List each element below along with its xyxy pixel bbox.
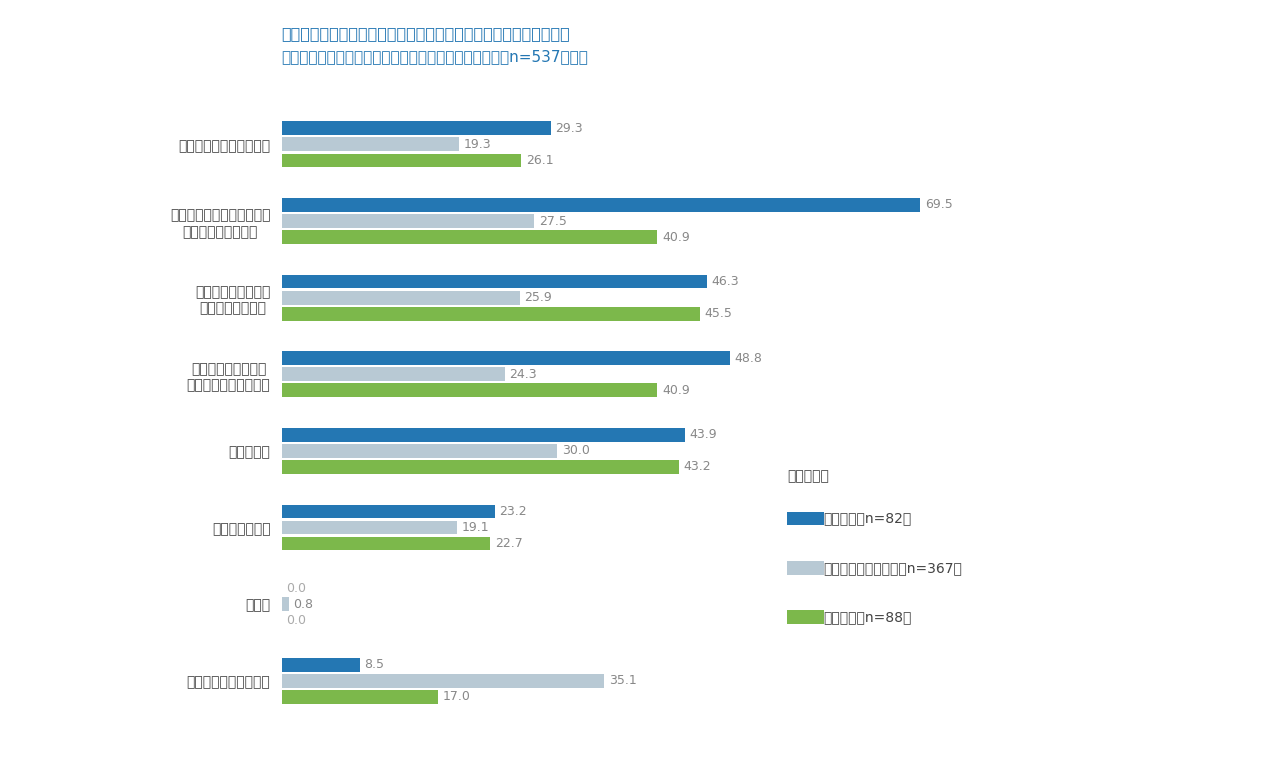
Bar	[282, 154, 521, 167]
Text: 24.3: 24.3	[509, 368, 538, 381]
Text: 69.5: 69.5	[925, 198, 952, 211]
Text: 46.3: 46.3	[712, 275, 740, 288]
Text: あてはまるものをすべてお選びください。（複数選択／n=537／％）: あてはまるものをすべてお選びください。（複数選択／n=537／％）	[282, 49, 589, 64]
Text: 下がった（n=88）: 下がった（n=88）	[823, 610, 911, 624]
Bar	[282, 351, 730, 365]
Text: 40.9: 40.9	[662, 231, 690, 244]
Text: 上がった（n=82）: 上がった（n=82）	[823, 512, 911, 525]
Text: 19.3: 19.3	[463, 138, 492, 151]
Bar	[282, 658, 360, 671]
Text: 26.1: 26.1	[526, 154, 554, 167]
Bar	[282, 138, 460, 151]
Text: 8.5: 8.5	[365, 658, 384, 671]
Bar	[282, 367, 504, 381]
Text: 48.8: 48.8	[735, 352, 763, 365]
Bar	[282, 597, 289, 611]
Bar	[282, 214, 534, 228]
Text: 25.9: 25.9	[525, 291, 552, 304]
Text: 40.9: 40.9	[662, 384, 690, 397]
Text: 27.5: 27.5	[539, 214, 567, 228]
Text: 30.0: 30.0	[562, 444, 590, 457]
Bar	[282, 230, 658, 244]
Text: 45.5: 45.5	[704, 307, 732, 320]
Bar	[282, 537, 490, 550]
Bar	[282, 121, 550, 136]
Bar	[282, 275, 707, 288]
Text: 直属の上司への信頼感の変化に影響していると思うことについて、: 直属の上司への信頼感の変化に影響していると思うことについて、	[282, 26, 571, 42]
Bar	[282, 291, 520, 304]
Bar	[282, 428, 685, 441]
Bar	[282, 444, 557, 458]
Bar	[282, 460, 678, 474]
Bar	[282, 307, 700, 321]
Bar	[282, 674, 604, 687]
Bar	[282, 384, 658, 397]
Text: 43.2: 43.2	[684, 460, 710, 473]
Text: 35.1: 35.1	[609, 674, 636, 687]
Text: 23.2: 23.2	[499, 505, 527, 518]
Text: 0.0: 0.0	[287, 581, 306, 594]
Bar	[282, 198, 920, 212]
Bar	[282, 504, 495, 519]
Bar	[282, 690, 438, 704]
Text: 22.7: 22.7	[495, 537, 522, 550]
Text: 19.1: 19.1	[462, 521, 489, 534]
Text: 上司信頼が: 上司信頼が	[787, 469, 829, 483]
Text: 29.3: 29.3	[556, 122, 584, 135]
Text: 0.8: 0.8	[293, 597, 314, 611]
Text: 43.9: 43.9	[690, 428, 717, 441]
Text: 0.0: 0.0	[287, 614, 306, 627]
Text: どちらともいえない（n=367）: どちらともいえない（n=367）	[823, 561, 961, 575]
Bar	[282, 521, 457, 534]
Text: 17.0: 17.0	[443, 690, 470, 703]
